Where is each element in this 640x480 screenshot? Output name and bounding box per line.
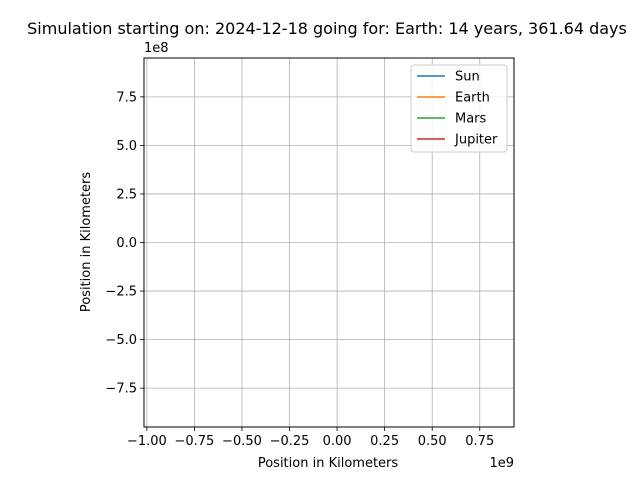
y-tick-label: −2.5 [105,285,137,300]
x-axis-label: Position in Kilometers [258,456,399,471]
y-scale-label: 1e8 [144,41,169,56]
x-tick-label: 0.75 [465,434,494,449]
y-tick-label: 0.0 [116,236,137,251]
x-tick-label: −0.25 [270,434,310,449]
x-tick-label: 0.25 [370,434,399,449]
y-axis-ticks: 7.5 5.0 2.5 0.0 −2.5 −5.0 −7.5 [105,90,144,397]
x-tick-label: −0.50 [222,434,262,449]
x-tick-label: −0.75 [174,434,214,449]
x-tick-label: 0.00 [323,434,352,449]
grid-lines [144,58,514,427]
x-scale-label: 1e9 [489,456,514,471]
legend-box [410,64,508,153]
y-tick-label: 2.5 [116,187,137,202]
legend-label-jupiter: Jupiter [454,133,498,148]
x-tick-label: 0.50 [418,434,447,449]
x-axis-ticks: −1.00 −0.75 −0.50 −0.25 0.00 0.25 0.50 0.75 [127,427,494,449]
y-tick-label: 7.5 [116,90,137,105]
plot-area [143,57,515,428]
chart-title: Simulation starting on: 2024-12-18 going… [27,19,627,38]
legend: Sun Earth Mars Jupiter [410,64,508,153]
y-tick-label: −5.0 [105,333,137,348]
legend-label-mars: Mars [455,112,487,127]
y-tick-label: 5.0 [116,139,137,154]
y-tick-label: −7.5 [105,382,137,397]
legend-label-earth: Earth [455,91,490,106]
x-tick-label: −1.00 [127,434,167,449]
y-axis-label: Position in Kilometers [79,172,94,313]
legend-label-sun: Sun [455,70,480,85]
